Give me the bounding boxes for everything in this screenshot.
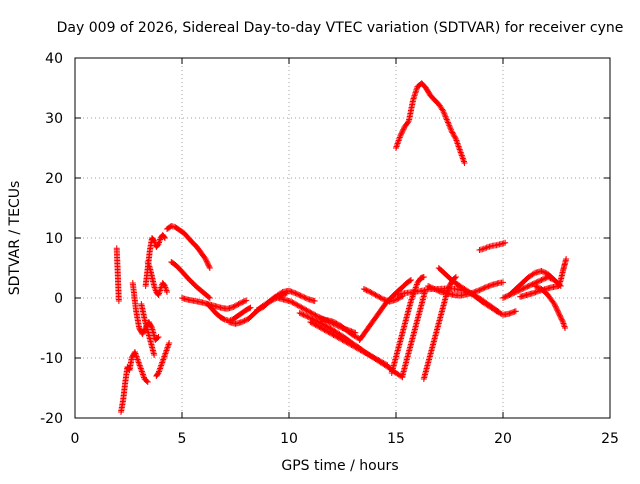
axis-ticks bbox=[74, 57, 611, 419]
point-markers bbox=[253, 287, 318, 313]
series-arc-22 bbox=[360, 286, 406, 305]
series-arc-07 bbox=[138, 301, 158, 358]
series-arc-06 bbox=[153, 340, 173, 379]
x-tick-label: 10 bbox=[280, 431, 298, 447]
y-tick-label: -20 bbox=[40, 411, 63, 427]
point-markers bbox=[144, 259, 171, 298]
point-markers bbox=[118, 349, 151, 415]
series-arc-25 bbox=[435, 265, 519, 318]
x-tick-label: 25 bbox=[601, 431, 619, 447]
point-markers bbox=[164, 223, 213, 271]
x-axis-label: GPS time / hours bbox=[281, 458, 398, 474]
point-markers bbox=[360, 286, 406, 305]
series-arc-20 bbox=[399, 289, 428, 379]
point-markers bbox=[555, 256, 570, 289]
chart-title: Day 009 of 2026, Sidereal Day-to-day VTE… bbox=[57, 20, 624, 36]
point-markers bbox=[113, 245, 122, 304]
x-tick-label: 15 bbox=[387, 431, 405, 447]
y-axis-label: SDTVAR / TECUs bbox=[7, 181, 23, 296]
series-arc-08 bbox=[164, 223, 213, 271]
tick-labels: 0 5 10 15 20 25 -20 -10 0 10 20 30 40 bbox=[40, 51, 619, 447]
series-arc-05 bbox=[144, 259, 171, 298]
grid bbox=[75, 58, 610, 418]
y-tick-label: 10 bbox=[45, 231, 63, 247]
series-arc-27 bbox=[476, 239, 509, 253]
series-arc-31 bbox=[532, 283, 569, 331]
point-markers bbox=[318, 316, 363, 342]
series-arc-32 bbox=[555, 256, 570, 289]
series-arc-09 bbox=[168, 259, 213, 301]
point-markers bbox=[476, 239, 509, 253]
point-markers bbox=[506, 268, 558, 298]
series-arc-17 bbox=[318, 316, 363, 342]
point-markers bbox=[138, 301, 158, 358]
point-markers bbox=[420, 274, 459, 382]
point-markers bbox=[399, 289, 428, 379]
x-tick-label: 5 bbox=[178, 431, 187, 447]
point-markers bbox=[435, 265, 519, 318]
data-points bbox=[113, 80, 570, 415]
y-tick-label: 40 bbox=[45, 51, 63, 67]
series-arc-01 bbox=[113, 245, 122, 304]
point-markers bbox=[307, 319, 391, 369]
series-arc-13 bbox=[253, 287, 318, 313]
y-tick-label: 30 bbox=[45, 111, 63, 127]
series-arc-02 bbox=[118, 349, 151, 415]
point-markers bbox=[393, 80, 468, 166]
series-arc-29 bbox=[506, 268, 558, 298]
plot-frame bbox=[74, 57, 611, 419]
x-tick-label: 0 bbox=[71, 431, 80, 447]
y-tick-label: 20 bbox=[45, 171, 63, 187]
series-arc-26 bbox=[393, 80, 468, 166]
x-tick-label: 20 bbox=[494, 431, 512, 447]
point-markers bbox=[532, 283, 569, 331]
series-arc-16 bbox=[307, 319, 391, 369]
point-markers bbox=[153, 340, 173, 379]
y-tick-label: -10 bbox=[40, 351, 63, 367]
y-tick-label: 0 bbox=[54, 291, 63, 307]
point-markers bbox=[168, 259, 213, 301]
series-arc-21 bbox=[420, 274, 459, 382]
